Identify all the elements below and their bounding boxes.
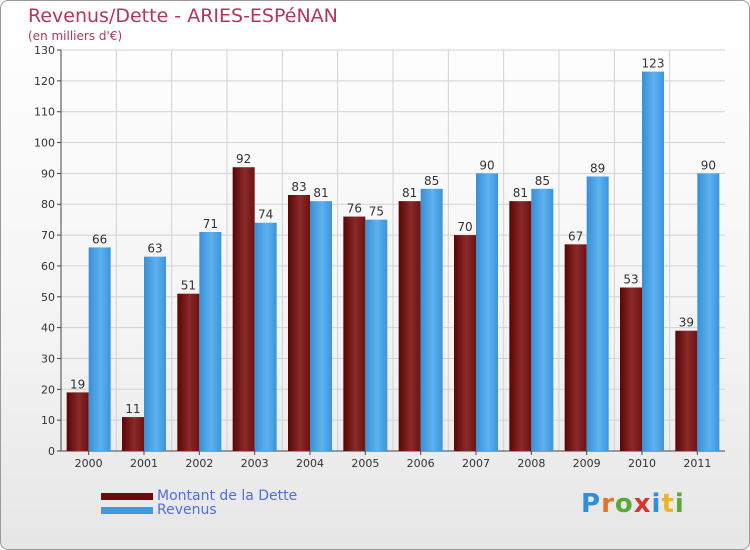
revenue-value-label: 123 [642,57,665,71]
x-tick-label: 2002 [185,457,213,470]
y-tick-label: 90 [41,167,55,180]
debt-value-label: 53 [623,273,638,287]
chart-title: Revenus/Dette - ARIES-ESPéNAN [28,5,338,27]
chart-subtitle: (en milliers d'€) [28,29,123,43]
debt-value-label: 67 [568,229,583,243]
debt-value-label: 83 [291,180,306,194]
legend-item-dette: Montant de la Dette [101,488,298,504]
legend-swatch-dette [101,492,153,500]
x-tick-label: 2007 [462,457,490,470]
debt-value-label: 19 [70,377,85,391]
debt-bar [66,392,89,451]
logo-letter: r [601,489,615,519]
debt-bar [620,287,642,451]
bars [66,71,720,452]
x-tick-label: 2006 [407,457,435,470]
y-tick-label: 10 [41,414,55,427]
x-tick-label: 2009 [573,457,601,470]
debt-bar [232,167,255,451]
y-tick-label: 40 [41,322,55,335]
debt-value-label: 39 [679,316,694,330]
debt-bar [398,201,421,451]
x-tick-label: 2008 [517,457,545,470]
revenue-value-label: 90 [701,158,716,172]
y-tick-label: 50 [41,291,55,304]
debt-bar [454,235,476,451]
axes: 0 10 20 30 40 50 60 70 80 90 100 110 120 130 2000 2001 2… [34,44,725,470]
legend-item-revenus: Revenus [101,502,217,518]
revenue-value-label: 75 [369,205,384,219]
debt-bar [564,244,587,451]
x-tick-label: 2004 [296,457,324,470]
revenue-value-label: 90 [479,158,494,172]
revenue-bar [310,201,332,451]
revenue-bar [531,188,554,452]
logo-letter: o [614,489,634,519]
revenue-bar [88,247,111,451]
x-tick-label: 2000 [75,457,103,470]
revenue-value-label: 81 [313,186,328,200]
y-tick-label: 20 [41,383,55,396]
revenue-value-label: 85 [424,174,439,188]
legend-label-dette: Montant de la Dette [157,488,298,504]
y-tick-label: 130 [34,44,55,57]
revenue-value-label: 66 [92,232,107,246]
x-tick-label: 2011 [683,457,711,470]
legend-label-revenus: Revenus [157,502,217,518]
revenue-bar [476,173,498,451]
revenue-value-label: 74 [258,208,273,222]
revenue-value-label: 63 [147,242,162,256]
y-tick-label: 0 [48,445,55,458]
revenue-bar [586,176,609,451]
y-tick-label: 80 [41,198,55,211]
x-tick-label: 2010 [628,457,656,470]
revenue-bar [420,188,443,452]
logo-letter: x [633,489,652,519]
revenue-bar [365,219,388,451]
debt-value-label: 51 [181,279,196,293]
debt-value-label: 92 [236,152,251,166]
debt-bar [343,216,366,451]
x-tick-label: 2003 [241,457,269,470]
y-tick-label: 60 [41,260,55,273]
y-tick-label: 120 [34,75,55,88]
y-tick-label: 70 [41,229,55,242]
revenue-bar [642,71,664,451]
debt-value-label: 76 [347,202,362,216]
revenue-value-label: 85 [535,174,550,188]
x-tick-label: 2001 [130,457,158,470]
revenue-bar [199,231,222,451]
proxiti-logo: Proxiti [581,489,685,519]
debt-bar [177,293,200,451]
debt-value-label: 11 [125,402,140,416]
logo-letter: P [581,489,602,519]
x-tick-label: 2005 [351,457,379,470]
debt-bar [509,201,532,451]
y-tick-label: 30 [41,352,55,365]
revenue-bar [144,256,166,451]
revenue-value-label: 89 [590,161,605,175]
debt-bar [122,417,144,451]
logo-letter: i [651,489,662,519]
revenue-bar [254,222,277,451]
legend-swatch-revenus [101,506,153,514]
y-tick-label: 110 [34,106,55,119]
debt-value-label: 81 [402,186,417,200]
data-labels: 19 66 11 63 51 71 92 74 83 81 76 75 81 85 70 90 81 85 67 89… [70,57,716,416]
debt-bar [675,330,698,451]
debt-bar [288,194,310,451]
revenue-bar [697,173,720,451]
debt-value-label: 70 [457,220,472,234]
y-tick-label: 100 [34,137,55,150]
debt-value-label: 81 [513,186,528,200]
grid-lines [61,49,725,451]
logo-letter: i [674,489,685,519]
logo-letter: t [661,489,675,519]
revenue-value-label: 71 [203,217,218,231]
